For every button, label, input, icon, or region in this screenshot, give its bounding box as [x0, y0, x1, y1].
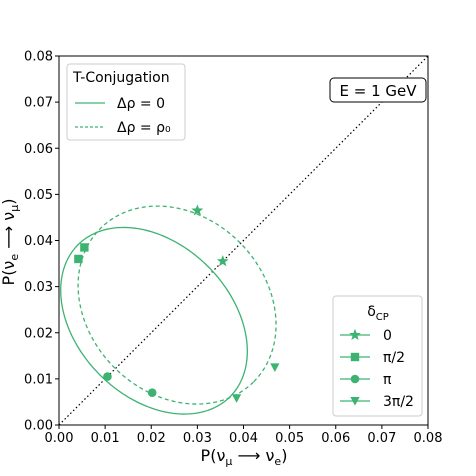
- x-label-sub-mu: μ: [225, 455, 232, 468]
- y-tick-label: 0.01: [24, 372, 53, 387]
- cp-legend-label: 3π/2: [383, 394, 414, 410]
- diagonal-line: [58, 55, 429, 426]
- y-label-close: ): [0, 199, 18, 205]
- y-label-p: P(ν: [0, 261, 18, 286]
- x-tick-label: 0.00: [45, 431, 74, 446]
- conjugation-legend-box: [66, 63, 186, 141]
- energy-annotation: E = 1 GeV: [329, 77, 427, 103]
- delta-cp-legend: δCP 0 π/2 π 3π/2: [332, 295, 423, 417]
- cp-legend-triangle-down-icon: [350, 397, 360, 406]
- y-tick-label: 0.06: [24, 142, 53, 157]
- y-tick-label: 0.05: [24, 188, 53, 203]
- x-label-p: P(ν: [201, 446, 226, 465]
- y-tick-label: 0.03: [24, 280, 53, 295]
- y-tick-label: 0.02: [24, 326, 53, 341]
- curve-dashed: [77, 205, 277, 405]
- y-tick-label: 0.00: [24, 419, 53, 434]
- y-axis-label: P(νe ⟶ νμ): [0, 199, 21, 286]
- marker-triangle-down-dashed: [270, 363, 280, 372]
- x-tick-label: 0.08: [414, 431, 443, 446]
- x-tick-label: 0.05: [275, 431, 304, 446]
- cp-legend-label: π: [383, 372, 392, 388]
- delta-cp-legend-title: δCP: [367, 304, 389, 323]
- cp-legend-circle-icon: [350, 374, 360, 384]
- energy-annotation-text: E = 1 GeV: [339, 82, 417, 100]
- marker-square-solid: [80, 243, 89, 252]
- y-label-sub-e: e: [8, 254, 21, 261]
- y-tick-label: 0.04: [24, 234, 53, 249]
- x-tick-label: 0.07: [367, 431, 396, 446]
- x-label-close: ): [281, 446, 287, 465]
- y-label-rest: ⟶ ν: [0, 212, 18, 254]
- cp-legend-star-icon: [349, 328, 361, 341]
- delta-cp-title-main: δ: [367, 304, 376, 320]
- cp-legend-label: π/2: [383, 350, 405, 366]
- marker-triangle-down-solid: [231, 394, 242, 403]
- legend-dashed-label: Δρ = ρ₀: [117, 120, 171, 136]
- conjugation-legend: T-Conjugation Δρ = 0 Δρ = ρ₀: [66, 63, 186, 141]
- x-tick-label: 0.04: [229, 431, 258, 446]
- marker-circle-dashed: [147, 388, 157, 398]
- cp-legend-label: 0: [383, 328, 392, 344]
- x-tick-label: 0.03: [183, 431, 212, 446]
- x-label-rest: ⟶ ν: [232, 446, 274, 465]
- marker-star-solid: [216, 255, 229, 267]
- marker-square-dashed: [74, 254, 83, 264]
- y-label-sub-mu: μ: [8, 205, 21, 212]
- conjugation-legend-title: T-Conjugation: [72, 70, 170, 86]
- y-tick-label: 0.07: [24, 96, 53, 111]
- marker-star-dashed: [191, 204, 204, 216]
- delta-cp-entries: 0 π/2 π 3π/2: [340, 328, 414, 410]
- x-tick-label: 0.01: [91, 431, 120, 446]
- energy-annotation-box: [329, 77, 427, 103]
- delta-cp-title-sub: CP: [376, 312, 389, 323]
- marker-circle-solid: [103, 372, 112, 381]
- y-tick-label: 0.08: [24, 50, 53, 65]
- delta-cp-legend-box: [332, 295, 423, 417]
- axis-ticks: 0.00 0.01 0.02 0.03 0.04 0.05 0.06 0.07 0.08 0.00…: [24, 50, 442, 447]
- curve-solid: [60, 226, 248, 415]
- legend-solid-label: Δρ = 0: [117, 96, 165, 112]
- x-tick-label: 0.06: [321, 431, 350, 446]
- x-axis-label: P(νμ ⟶ νe): [201, 446, 288, 468]
- x-tick-label: 0.02: [137, 431, 166, 446]
- x-label-sub-e: e: [274, 455, 281, 468]
- cp-legend-square-icon: [350, 352, 360, 362]
